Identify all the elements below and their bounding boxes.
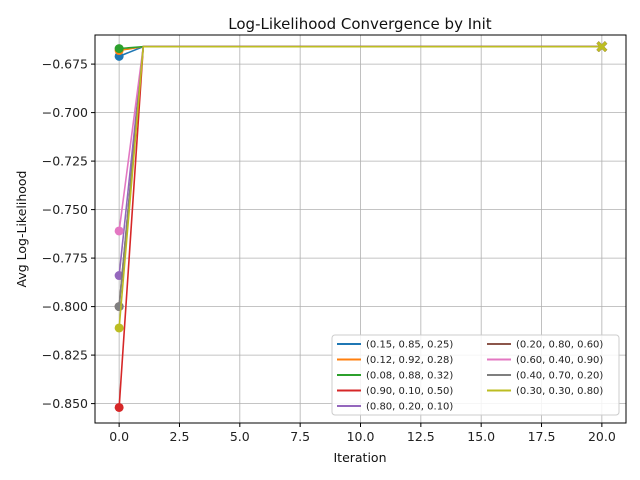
x-tick-label: 17.5 — [528, 429, 556, 444]
x-tick-label: 7.5 — [290, 429, 310, 444]
x-tick-label: 12.5 — [407, 429, 435, 444]
legend-entry: (0.60, 0.40, 0.90) — [487, 355, 603, 366]
legend-label: (0.30, 0.30, 0.80) — [516, 386, 603, 397]
x-axis-label: Iteration — [333, 450, 386, 465]
x-tick-label: 20.0 — [588, 429, 616, 444]
start-point — [114, 402, 124, 412]
start-point — [114, 323, 124, 333]
x-tick-label: 5.0 — [230, 429, 250, 444]
end-point — [596, 41, 608, 52]
plot-area — [114, 41, 608, 412]
y-tick-label: −0.800 — [42, 299, 88, 314]
legend: (0.15, 0.85, 0.25) (0.12, 0.92, 0.28) (0.0… — [331, 334, 620, 416]
legend-entry: (0.80, 0.20, 0.10) — [337, 402, 453, 413]
x-tick-label: 0.0 — [109, 429, 129, 444]
y-tick-label: −0.675 — [42, 57, 88, 72]
legend-label: (0.80, 0.20, 0.10) — [366, 402, 453, 413]
legend-entry: (0.90, 0.10, 0.50) — [337, 386, 453, 397]
chart-title: Log-Likelihood Convergence by Init — [228, 15, 492, 33]
legend-label: (0.12, 0.92, 0.28) — [366, 355, 453, 366]
start-point — [114, 226, 124, 236]
legend-entry: (0.15, 0.85, 0.25) — [337, 340, 453, 351]
legend-label: (0.20, 0.80, 0.60) — [516, 340, 603, 351]
start-point — [114, 302, 124, 312]
start-point — [114, 44, 124, 54]
y-tick-label: −0.775 — [42, 251, 88, 266]
x-tick-label: 15.0 — [467, 429, 495, 444]
legend-label: (0.60, 0.40, 0.90) — [516, 355, 603, 366]
y-tick-label: −0.850 — [42, 396, 88, 411]
y-tick-label: −0.750 — [42, 202, 88, 217]
y-tick-label: −0.725 — [42, 154, 88, 169]
legend-entry: (0.20, 0.80, 0.60) — [487, 340, 603, 351]
y-axis-label: Avg Log-Likelihood — [14, 171, 29, 288]
legend-label: (0.15, 0.85, 0.25) — [366, 340, 453, 351]
grid — [95, 35, 626, 423]
legend-label: (0.40, 0.70, 0.20) — [516, 371, 603, 382]
legend-entry: (0.40, 0.70, 0.20) — [487, 371, 603, 382]
x-tick-label: 2.5 — [170, 429, 190, 444]
legend-entry: (0.30, 0.30, 0.80) — [487, 386, 603, 397]
axis-ticks: 0.0 2.5 5.0 7.5 10.0 12.5 15.0 17.5 20.0 −0.675 −0… — [42, 57, 616, 444]
series-line — [118, 45, 602, 329]
y-tick-label: −0.700 — [42, 105, 88, 120]
legend-box — [331, 334, 620, 416]
x-tick-label: 10.0 — [347, 429, 375, 444]
legend-entry: (0.08, 0.88, 0.32) — [337, 371, 453, 382]
legend-label: (0.08, 0.88, 0.32) — [366, 371, 453, 382]
legend-label: (0.90, 0.10, 0.50) — [366, 386, 453, 397]
y-tick-label: −0.825 — [42, 348, 88, 363]
series-9 — [114, 41, 608, 333]
legend-entry: (0.12, 0.92, 0.28) — [337, 355, 453, 366]
